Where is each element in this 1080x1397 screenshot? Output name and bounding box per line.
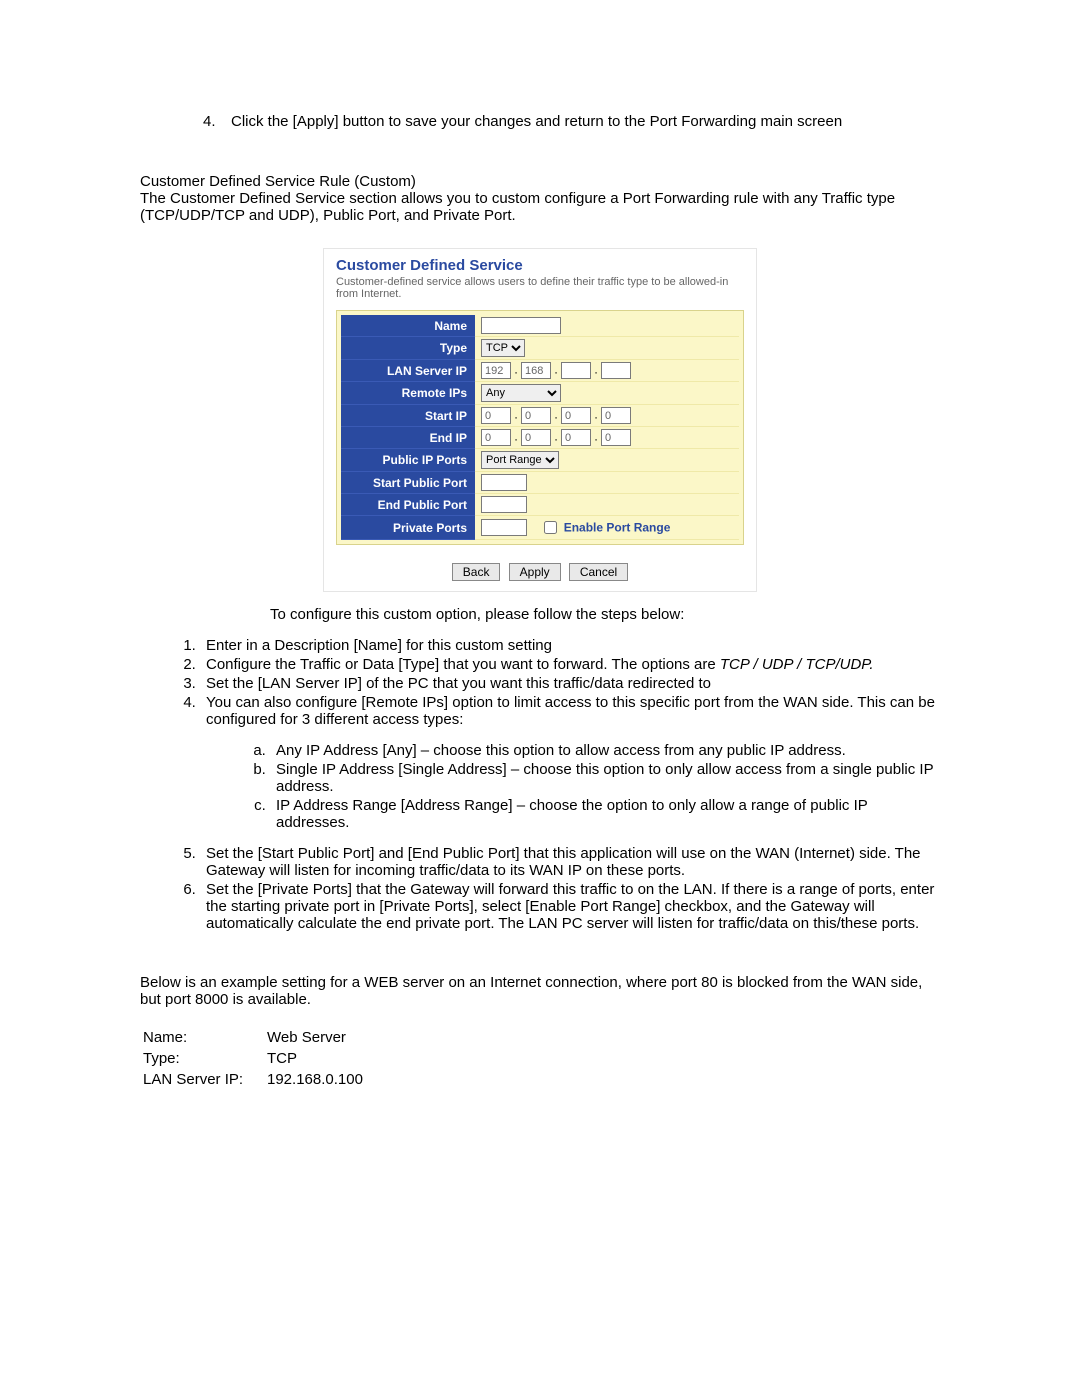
- name-input[interactable]: [481, 317, 561, 334]
- enable-port-range-checkbox[interactable]: [544, 521, 557, 534]
- list-item: You can also configure [Remote IPs] opti…: [200, 694, 940, 831]
- list-item: Set the [Private Ports] that the Gateway…: [200, 881, 940, 932]
- label-remote-ips: Remote IPs: [341, 382, 475, 405]
- example-name-label: Name:: [142, 1028, 264, 1047]
- type-select[interactable]: TCP: [481, 339, 525, 357]
- configure-intro: To configure this custom option, please …: [270, 606, 940, 623]
- label-type: Type: [341, 337, 475, 360]
- list-item: Set the [LAN Server IP] of the PC that y…: [200, 675, 940, 692]
- apply-button[interactable]: Apply: [509, 563, 561, 581]
- example-type-value: TCP: [266, 1049, 364, 1068]
- start-ip-c[interactable]: [561, 407, 591, 424]
- label-name: Name: [341, 315, 475, 337]
- back-button[interactable]: Back: [452, 563, 501, 581]
- section-title: Customer Defined Service Rule (Custom): [140, 173, 940, 190]
- list-item: Single IP Address [Single Address] – cho…: [270, 761, 940, 795]
- end-ip-d[interactable]: [601, 429, 631, 446]
- example-intro: Below is an example setting for a WEB se…: [140, 974, 940, 1008]
- start-ip-d[interactable]: [601, 407, 631, 424]
- lan-ip-b[interactable]: [521, 362, 551, 379]
- start-public-port-input[interactable]: [481, 474, 527, 491]
- example-type-label: Type:: [142, 1049, 264, 1068]
- example-name-value: Web Server: [266, 1028, 364, 1047]
- form-table: Name Type TCP LAN Server IP: [341, 315, 739, 540]
- lan-ip-a[interactable]: [481, 362, 511, 379]
- end-ip-b[interactable]: [521, 429, 551, 446]
- panel-title: Customer Defined Service: [324, 249, 756, 276]
- list-item: Any IP Address [Any] – choose this optio…: [270, 742, 940, 759]
- label-end-public-port: End Public Port: [341, 494, 475, 516]
- button-row: Back Apply Cancel: [324, 553, 756, 591]
- enable-port-range-label: Enable Port Range: [564, 521, 671, 535]
- private-ports-input[interactable]: [481, 519, 527, 536]
- end-ip-c[interactable]: [561, 429, 591, 446]
- label-start-ip: Start IP: [341, 405, 475, 427]
- list-item: Enter in a Description [Name] for this c…: [200, 637, 940, 654]
- prior-step-4: 4. Click the [Apply] button to save your…: [200, 110, 940, 133]
- label-public-ip-ports: Public IP Ports: [341, 449, 475, 472]
- steps-list: Enter in a Description [Name] for this c…: [176, 637, 940, 932]
- start-ip-b[interactable]: [521, 407, 551, 424]
- lan-ip-d[interactable]: [601, 362, 631, 379]
- list-item: Set the [Start Public Port] and [End Pub…: [200, 845, 940, 879]
- section-desc: The Customer Defined Service section all…: [140, 190, 940, 224]
- end-ip-a[interactable]: [481, 429, 511, 446]
- example-lan-value: 192.168.0.100: [266, 1070, 364, 1089]
- remote-ips-select[interactable]: Any: [481, 384, 561, 402]
- list-item: Configure the Traffic or Data [Type] tha…: [200, 656, 940, 673]
- public-ip-ports-select[interactable]: Port Range: [481, 451, 559, 469]
- cancel-button[interactable]: Cancel: [569, 563, 628, 581]
- example-table: Name: Web Server Type: TCP LAN Server IP…: [140, 1026, 366, 1091]
- panel-subtitle: Customer-defined service allows users to…: [324, 276, 756, 310]
- page: 4. Click the [Apply] button to save your…: [0, 0, 1080, 1151]
- end-public-port-input[interactable]: [481, 496, 527, 513]
- label-start-public-port: Start Public Port: [341, 472, 475, 494]
- label-private-ports: Private Ports: [341, 516, 475, 540]
- type-options: TCP / UDP / TCP/UDP.: [720, 656, 874, 673]
- label-lan-server-ip: LAN Server IP: [341, 360, 475, 382]
- customer-defined-service-panel: Customer Defined Service Customer-define…: [323, 248, 757, 592]
- example-lan-label: LAN Server IP:: [142, 1070, 264, 1089]
- label-end-ip: End IP: [341, 427, 475, 449]
- list-item: IP Address Range [Address Range] – choos…: [270, 797, 940, 831]
- lan-ip-c[interactable]: [561, 362, 591, 379]
- list-number: 4.: [202, 112, 228, 131]
- form-wrap: Name Type TCP LAN Server IP: [336, 310, 744, 545]
- list-text: Click the [Apply] button to save your ch…: [230, 112, 843, 131]
- start-ip-a[interactable]: [481, 407, 511, 424]
- sub-steps-list: Any IP Address [Any] – choose this optio…: [246, 742, 940, 831]
